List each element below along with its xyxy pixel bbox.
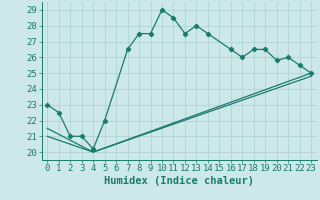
X-axis label: Humidex (Indice chaleur): Humidex (Indice chaleur) <box>104 176 254 186</box>
